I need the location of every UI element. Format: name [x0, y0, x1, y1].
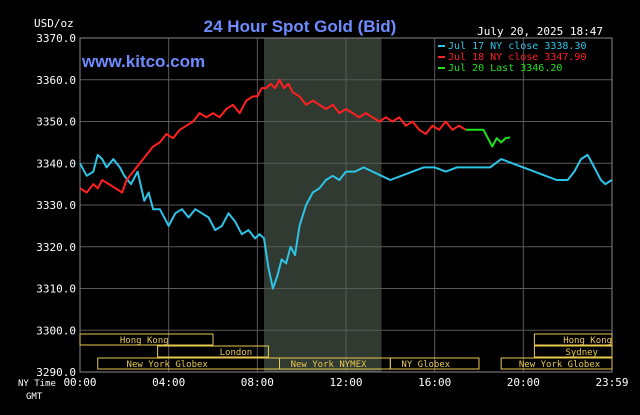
- y-axis-ticks: 3290.0 3300.0 3310.0 3320.0 3330.0 3340.0 3350…: [36, 32, 76, 379]
- x-tick-label-2: 08:00: [241, 376, 274, 389]
- series-line-1: [79, 78, 467, 194]
- grid-layer: [79, 37, 613, 373]
- series-line-2: [465, 128, 511, 148]
- y-tick-label-3: 3320.0: [36, 241, 76, 254]
- y-axis-unit: USD/oz: [34, 17, 74, 30]
- session-label-7: New York Globex: [519, 360, 601, 370]
- session-label-4: New York Globex: [127, 360, 209, 370]
- session-label-0: Hong Kong: [120, 336, 169, 346]
- session-box-0: [79, 333, 214, 346]
- x-tick-label-5: 20:00: [507, 376, 540, 389]
- session-label-2: London: [220, 348, 253, 358]
- y-tick-label-6: 3350.0: [36, 116, 76, 129]
- session-label-5: New York NYMEX: [291, 360, 367, 370]
- session-box-6: [389, 357, 480, 370]
- x-tick-label-1: 04:00: [152, 376, 185, 389]
- y-tick-label-8: 3370.0: [36, 32, 76, 45]
- session-box-3: [533, 345, 613, 358]
- x-axis-ticks: 00:00 04:00 08:00 12:00 16:00 20:00 23:59: [63, 376, 628, 389]
- session-box-2: [157, 345, 269, 358]
- session-box-7: [500, 357, 613, 370]
- legend-label-1: Jul 18 NY close 3347.90: [448, 52, 586, 63]
- chart-title: 24 Hour Spot Gold (Bid): [204, 17, 397, 36]
- x-tick-label-3: 12:00: [329, 376, 362, 389]
- x-tick-label-6: 23:59: [595, 376, 628, 389]
- y-tick-label-4: 3330.0: [36, 199, 76, 212]
- y-tick-label-5: 3340.0: [36, 157, 76, 170]
- y-tick-label-7: 3360.0: [36, 74, 76, 87]
- y-tick-label-2: 3310.0: [36, 283, 76, 296]
- session-label-3: Sydney: [565, 348, 598, 358]
- legend-label-0: Jul 17 NY close 3338.30: [448, 41, 586, 52]
- plot-border: [79, 37, 613, 373]
- gmt-label: GMT: [26, 392, 43, 402]
- y-tick-label-1: 3300.0: [36, 324, 76, 337]
- y-tick-label-0: 3290.0: [36, 366, 76, 379]
- series-line-0: [79, 153, 613, 290]
- timestamp: July 20, 2025 18:47: [477, 25, 603, 38]
- trading-sessions: Hong Kong Hong Kong London Sydney New York G…: [79, 333, 613, 370]
- x-tick-label-4: 16:00: [418, 376, 451, 389]
- session-box-1: [533, 333, 613, 346]
- session-label-1: Hong Kong: [563, 336, 612, 346]
- series-layer: [79, 78, 613, 290]
- legend-label-2: Jul 20 Last 3346.20: [448, 63, 562, 74]
- x-tick-label-0: 00:00: [63, 376, 96, 389]
- watermark: www.kitco.com: [81, 52, 205, 71]
- x-axis-title: NY Time: [18, 379, 56, 389]
- session-label-6: NY Globex: [401, 360, 450, 370]
